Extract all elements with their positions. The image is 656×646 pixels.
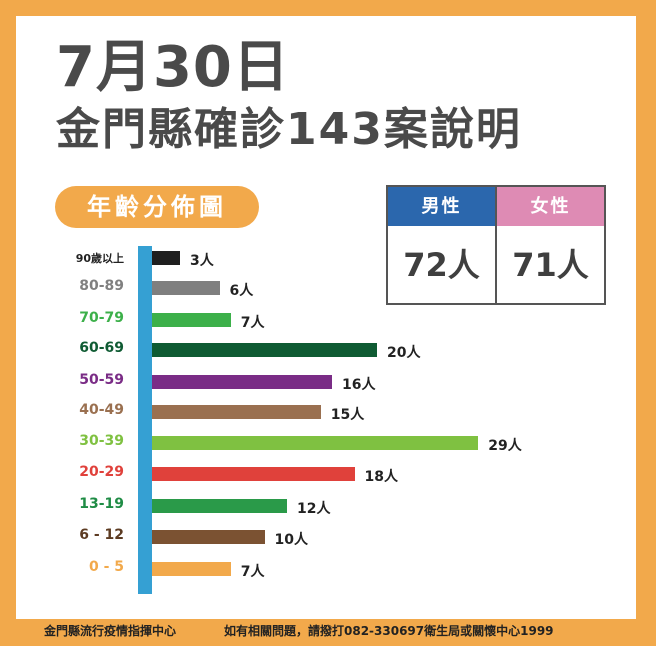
footer-organization: 金門縣流行疫情指揮中心: [44, 624, 177, 638]
chart-axis: [138, 246, 152, 594]
category-label: 13-19: [79, 496, 124, 512]
category-label: 80-89: [79, 278, 124, 294]
category-label: 0 - 5: [88, 559, 124, 575]
category-label: 40-49: [79, 402, 124, 418]
category-label: 60-69: [79, 340, 124, 356]
value-label: 29人: [488, 438, 522, 454]
bar: [152, 313, 231, 327]
value-label: 10人: [274, 532, 308, 548]
value-label: 16人: [342, 377, 376, 393]
category-label: 90歲以上: [75, 252, 124, 265]
male-header: 男性: [388, 187, 495, 226]
category-label: 30-39: [79, 433, 124, 449]
bar: [152, 467, 355, 481]
footer-contact: 如有相關問題，請撥打082-330697衛生局或關懷中心1999: [224, 624, 554, 638]
gender-male-column: 男性 72人: [388, 187, 495, 303]
male-count: 72人: [403, 246, 480, 284]
bar: [152, 251, 180, 265]
value-label: 15人: [330, 407, 365, 423]
value-label: 6人: [229, 283, 254, 299]
category-label: 20-29: [79, 464, 124, 480]
content-panel: [16, 16, 636, 619]
value-label: 18人: [364, 469, 398, 485]
female-count: 71人: [512, 246, 589, 284]
bar: [152, 343, 377, 357]
bar: [152, 405, 321, 419]
date-title: 7月30日: [56, 35, 290, 100]
bar: [152, 436, 479, 450]
value-label: 20人: [387, 345, 421, 361]
gender-female-column: 女性 71人: [495, 187, 604, 303]
value-label: 7人: [240, 564, 265, 580]
bar: [152, 530, 265, 544]
value-label: 3人: [190, 253, 214, 269]
category-label: 6 - 12: [79, 527, 124, 543]
value-label: 7人: [240, 315, 265, 331]
category-label: 70-79: [79, 310, 124, 326]
category-label: 50-59: [79, 372, 124, 388]
bar: [152, 281, 220, 295]
section-label-pill: 年齡分佈圖: [55, 186, 259, 228]
bar: [152, 562, 231, 576]
gender-table: 男性 72人 女性 71人: [386, 185, 606, 305]
bar: [152, 499, 287, 513]
bar: [152, 375, 332, 389]
page-title: 金門縣確診143案說明: [56, 104, 522, 155]
female-header: 女性: [497, 187, 604, 226]
value-label: 12人: [297, 501, 331, 517]
